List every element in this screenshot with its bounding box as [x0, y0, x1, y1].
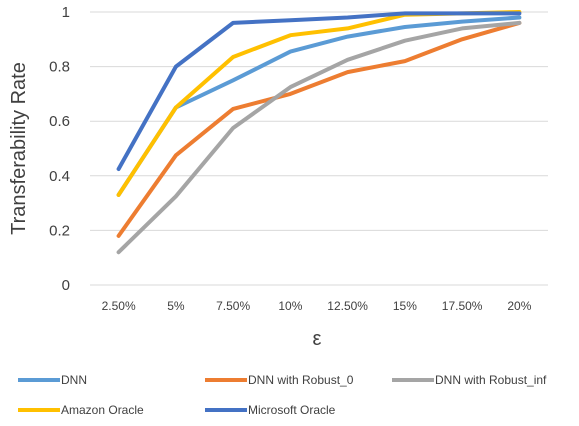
legend-item: DNN — [18, 373, 87, 387]
x-tick-label: 2.50% — [102, 299, 136, 313]
x-tick-label: 20% — [507, 299, 531, 313]
series-line-dnn — [116, 15, 522, 197]
series-line-dnn-with-robust-0 — [116, 20, 522, 238]
x-tick-label: 15% — [393, 299, 417, 313]
x-tick-label: 5% — [167, 299, 185, 313]
x-tick-label: 10% — [278, 299, 302, 313]
legend-item: Microsoft Oracle — [205, 403, 336, 417]
series-line-dnn-with-robust-inf — [116, 20, 522, 255]
legend-label: Amazon Oracle — [61, 403, 144, 417]
y-tick-label: 1 — [62, 4, 70, 21]
y-tick-label: 0.4 — [49, 168, 70, 185]
series-lines — [116, 10, 522, 255]
y-tick-label: 0.2 — [49, 222, 70, 239]
legend-item: Amazon Oracle — [18, 403, 144, 417]
legend-label: DNN with Robust_0 — [248, 373, 354, 387]
x-tick-label: 17.50% — [442, 299, 483, 313]
legend: DNN DNN with Robust_0 DNN with Robust_inf A… — [18, 373, 547, 417]
y-axis-title: Transferability Rate — [8, 62, 30, 235]
y-tick-label: 0.6 — [49, 113, 70, 130]
legend-label: DNN — [61, 373, 87, 387]
y-tick-label: 0.8 — [49, 59, 70, 76]
legend-label: Microsoft Oracle — [248, 403, 336, 417]
x-axis-title: ε — [313, 328, 322, 350]
legend-label: DNN with Robust_inf — [435, 373, 547, 387]
series-line-microsoft-oracle — [116, 11, 522, 171]
gridlines — [90, 11, 548, 286]
x-tick-label: 12.50% — [327, 299, 368, 313]
x-tick-label: 7.50% — [216, 299, 250, 313]
legend-item: DNN with Robust_inf — [392, 373, 547, 387]
y-axis-ticks: 0 0.2 0.4 0.6 0.8 1 — [49, 4, 70, 294]
x-axis-ticks: 2.50% 5% 7.50% 10% 12.50% 15% 17.50% 20% — [102, 299, 532, 313]
legend-item: DNN with Robust_0 — [205, 373, 354, 387]
y-tick-label: 0 — [62, 277, 70, 294]
